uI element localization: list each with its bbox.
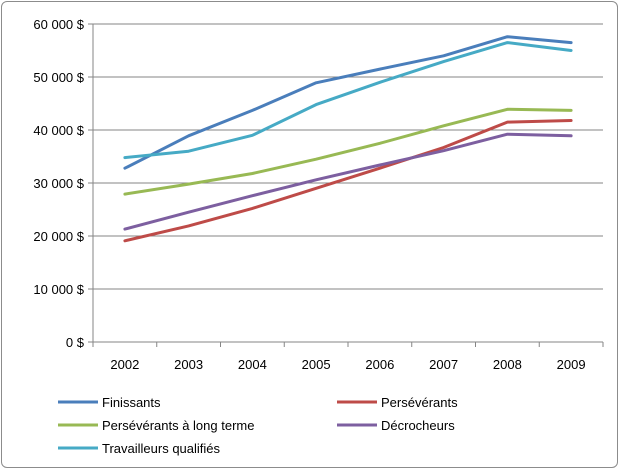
x-tick-label: 2008	[493, 357, 522, 372]
legend-label: Travailleurs qualifiés	[102, 441, 221, 456]
legend-label: Persévérants	[381, 395, 458, 410]
series-line	[123, 35, 573, 170]
x-tick-label: 2005	[302, 357, 331, 372]
x-tick-label: 2009	[557, 357, 586, 372]
series-line	[123, 132, 573, 231]
axes	[88, 23, 604, 347]
legend-label: Persévérants à long terme	[102, 418, 254, 433]
y-tick-label: 20 000 $	[33, 229, 84, 244]
gridlines	[93, 23, 603, 290]
series-lines	[123, 35, 573, 243]
y-tick-labels: 0 $ 10 000 $ 20 000 $ 30 000 $ 40 000 $ 50 00…	[33, 17, 84, 350]
x-tick-label: 2002	[110, 357, 139, 372]
series-line	[123, 107, 573, 196]
y-tick-label: 30 000 $	[33, 176, 84, 191]
series-line	[123, 119, 573, 243]
x-tick-label: 2006	[365, 357, 394, 372]
y-tick-label: 10 000 $	[33, 282, 84, 297]
y-tick-label: 0 $	[66, 335, 85, 350]
y-tick-label: 60 000 $	[33, 17, 84, 32]
legend-label: Décrocheurs	[381, 418, 455, 433]
x-tick-label: 2003	[174, 357, 203, 372]
x-tick-label: 2004	[238, 357, 267, 372]
y-tick-label: 40 000 $	[33, 123, 84, 138]
x-tick-label: 2007	[429, 357, 458, 372]
x-tick-labels: 2002 2003 2004 2005 2006 2007 2008 2009	[110, 357, 585, 372]
series-line	[123, 41, 573, 160]
legend-label: Finissants	[102, 395, 161, 410]
y-tick-label: 50 000 $	[33, 70, 84, 85]
legend: Finissants Persévérants Persévérants à lon…	[58, 395, 458, 456]
